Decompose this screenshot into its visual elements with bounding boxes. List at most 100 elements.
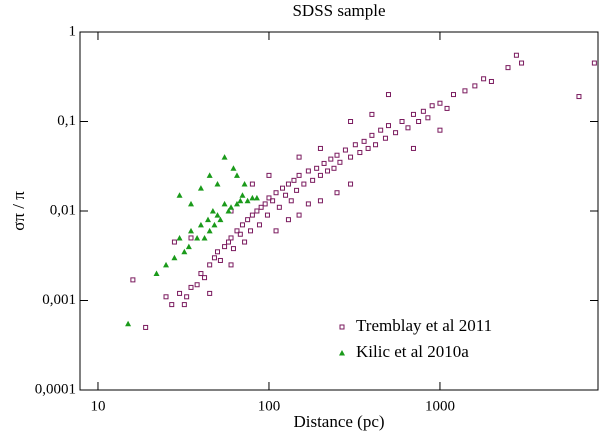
point [188, 200, 195, 207]
point [256, 222, 262, 228]
point [163, 294, 169, 300]
point [385, 123, 391, 129]
legend-label: Kilic et al 2010a [356, 342, 469, 361]
point [437, 127, 443, 133]
point [273, 190, 279, 196]
point [207, 262, 213, 268]
point [425, 115, 431, 121]
point [337, 159, 343, 165]
point [342, 147, 348, 153]
point [217, 216, 224, 223]
point [296, 154, 302, 160]
y-tick-label: 0,1 [57, 113, 76, 129]
point [198, 271, 204, 277]
point [321, 160, 327, 166]
point [385, 92, 391, 98]
point [201, 234, 208, 241]
point [305, 168, 311, 174]
point [266, 195, 272, 201]
point [181, 248, 188, 255]
point [237, 197, 244, 204]
point [230, 246, 236, 252]
point [331, 165, 337, 171]
point [239, 192, 246, 198]
point [285, 217, 291, 223]
point [130, 277, 136, 283]
point [242, 239, 248, 245]
point [317, 145, 323, 151]
point [410, 145, 416, 151]
point [176, 192, 183, 198]
point [369, 132, 375, 138]
legend-marker [339, 350, 345, 356]
point [291, 177, 297, 183]
point [194, 282, 200, 288]
point [513, 52, 519, 58]
point [373, 142, 379, 148]
point [288, 198, 294, 204]
point [188, 284, 194, 290]
point [429, 103, 435, 109]
point [270, 198, 276, 204]
point [153, 270, 160, 277]
point [197, 221, 204, 228]
point [283, 192, 289, 198]
point [221, 154, 228, 160]
point [264, 212, 270, 218]
point [202, 275, 208, 281]
point [206, 227, 213, 234]
point [334, 152, 340, 158]
point [233, 200, 240, 207]
point [488, 78, 494, 84]
point [171, 239, 177, 245]
point [352, 142, 358, 148]
point [450, 92, 456, 98]
plot-frame [79, 31, 599, 391]
point [266, 172, 272, 178]
point [420, 108, 426, 114]
point [317, 198, 323, 204]
point [228, 262, 234, 268]
point [399, 119, 405, 124]
point [410, 111, 416, 117]
point [205, 216, 212, 223]
point [294, 187, 300, 193]
point [519, 60, 525, 66]
y-axis-label: σπ / π [9, 191, 28, 231]
point [188, 235, 194, 241]
legend-label: Tremblay et al 2011 [356, 316, 492, 335]
point [416, 119, 422, 124]
point [248, 228, 254, 234]
point [276, 204, 282, 210]
point [357, 150, 363, 156]
point [382, 135, 388, 141]
point [217, 257, 223, 263]
x-tick-label: 10 [90, 398, 105, 414]
point [181, 302, 187, 308]
point [143, 324, 149, 330]
point [393, 130, 399, 136]
point [226, 239, 232, 245]
point [249, 181, 255, 187]
point [169, 302, 175, 308]
point [301, 181, 307, 187]
point [361, 138, 367, 144]
point [184, 294, 190, 300]
point [211, 255, 217, 261]
x-tick-label: 1000 [425, 398, 455, 414]
point [171, 254, 178, 261]
point [214, 181, 221, 187]
point [245, 217, 251, 223]
point [378, 127, 384, 133]
y-tick-label: 0,01 [50, 202, 76, 218]
x-tick-label: 100 [258, 398, 281, 414]
point [237, 231, 243, 237]
point [314, 165, 320, 171]
point [249, 194, 256, 201]
point [481, 76, 487, 82]
point [273, 228, 279, 234]
chart-title: SDSS sample [292, 1, 385, 20]
legend-marker [339, 324, 345, 330]
point [505, 65, 511, 71]
